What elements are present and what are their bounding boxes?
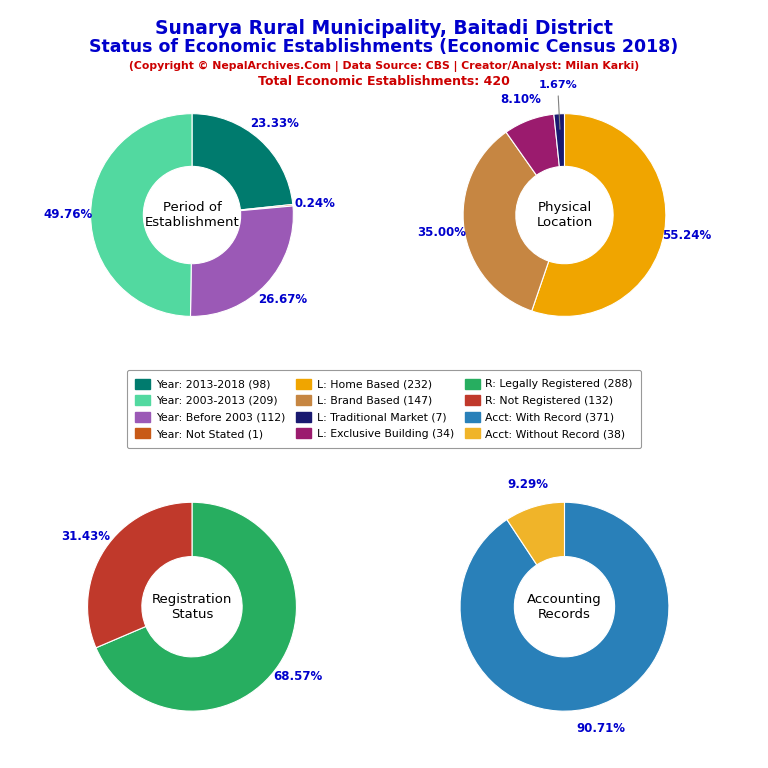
Text: Physical
Location: Physical Location	[536, 201, 593, 229]
Text: 1.67%: 1.67%	[538, 81, 577, 129]
Legend: Year: 2013-2018 (98), Year: 2003-2013 (209), Year: Before 2003 (112), Year: Not : Year: 2013-2018 (98), Year: 2003-2013 (2…	[127, 370, 641, 448]
Wedge shape	[240, 204, 293, 210]
Wedge shape	[554, 114, 564, 167]
Text: 31.43%: 31.43%	[61, 530, 110, 543]
Text: 8.10%: 8.10%	[501, 93, 541, 106]
Wedge shape	[91, 114, 192, 316]
Wedge shape	[506, 114, 559, 175]
Text: 55.24%: 55.24%	[662, 229, 711, 242]
Wedge shape	[463, 132, 549, 311]
Wedge shape	[507, 502, 564, 565]
Text: Period of
Establishment: Period of Establishment	[144, 201, 240, 229]
Text: Registration
Status: Registration Status	[152, 593, 232, 621]
Text: 49.76%: 49.76%	[44, 207, 93, 220]
Text: 26.67%: 26.67%	[258, 293, 307, 306]
Text: 35.00%: 35.00%	[418, 226, 466, 239]
Wedge shape	[96, 502, 296, 711]
Text: Status of Economic Establishments (Economic Census 2018): Status of Economic Establishments (Econo…	[89, 38, 679, 56]
Wedge shape	[460, 502, 669, 711]
Text: Total Economic Establishments: 420: Total Economic Establishments: 420	[258, 75, 510, 88]
Text: Sunarya Rural Municipality, Baitadi District: Sunarya Rural Municipality, Baitadi Dist…	[155, 19, 613, 38]
Text: 9.29%: 9.29%	[508, 478, 548, 492]
Text: (Copyright © NepalArchives.Com | Data Source: CBS | Creator/Analyst: Milan Karki: (Copyright © NepalArchives.Com | Data So…	[129, 61, 639, 71]
Text: 0.24%: 0.24%	[295, 197, 336, 210]
Text: 90.71%: 90.71%	[577, 722, 626, 735]
Text: Accounting
Records: Accounting Records	[527, 593, 602, 621]
Text: 68.57%: 68.57%	[273, 670, 323, 684]
Wedge shape	[88, 502, 192, 647]
Wedge shape	[190, 206, 293, 316]
Text: 23.33%: 23.33%	[250, 117, 300, 130]
Wedge shape	[531, 114, 666, 316]
Wedge shape	[192, 114, 293, 210]
